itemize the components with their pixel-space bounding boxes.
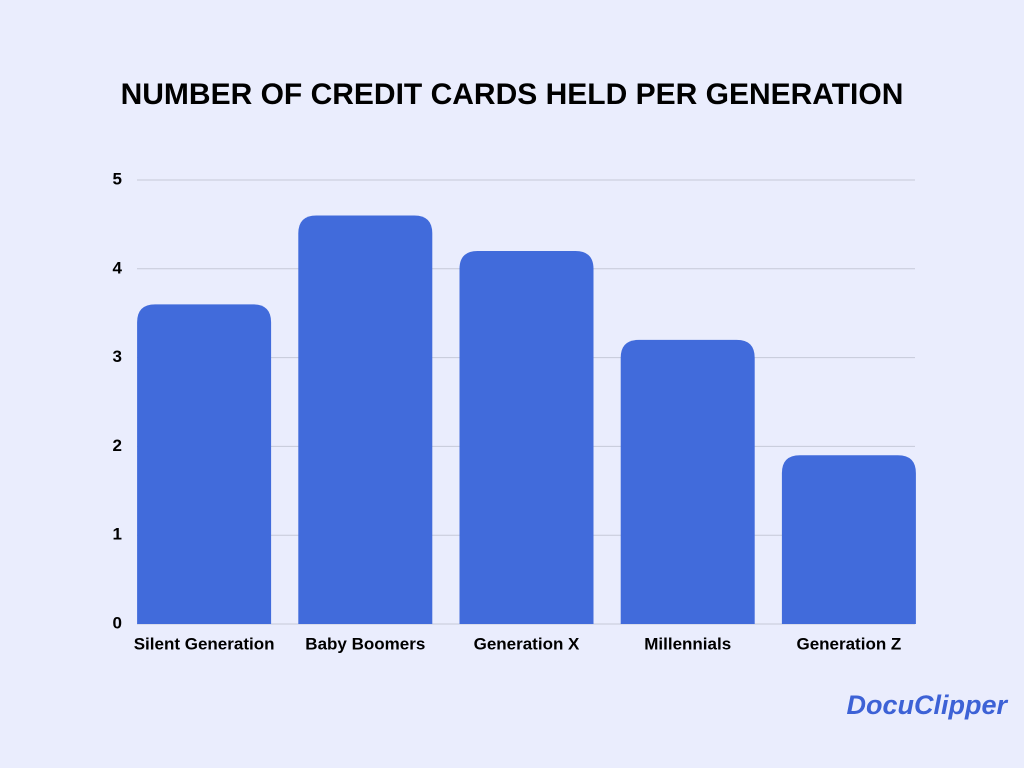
bar [620, 339, 755, 624]
bar [459, 251, 594, 625]
x-tick-label: Baby Boomers [305, 634, 425, 653]
bar [298, 215, 433, 624]
watermark: DocuClipper [846, 690, 1008, 720]
x-tick-label: Generation X [474, 634, 580, 653]
x-tick-label: Generation Z [796, 634, 901, 653]
y-tick-label: 3 [113, 347, 122, 366]
chart-title: NUMBER OF CREDIT CARDS HELD PER GENERATI… [121, 78, 904, 111]
y-tick-label: 5 [113, 169, 122, 188]
y-tick-label: 0 [113, 613, 122, 632]
bar [137, 304, 272, 624]
y-tick-label: 1 [113, 525, 122, 544]
bar [781, 455, 916, 624]
y-tick-label: 2 [113, 436, 122, 455]
x-tick-label: Silent Generation [134, 634, 275, 653]
y-tick-label: 4 [113, 258, 123, 277]
x-tick-label: Millennials [644, 634, 731, 653]
